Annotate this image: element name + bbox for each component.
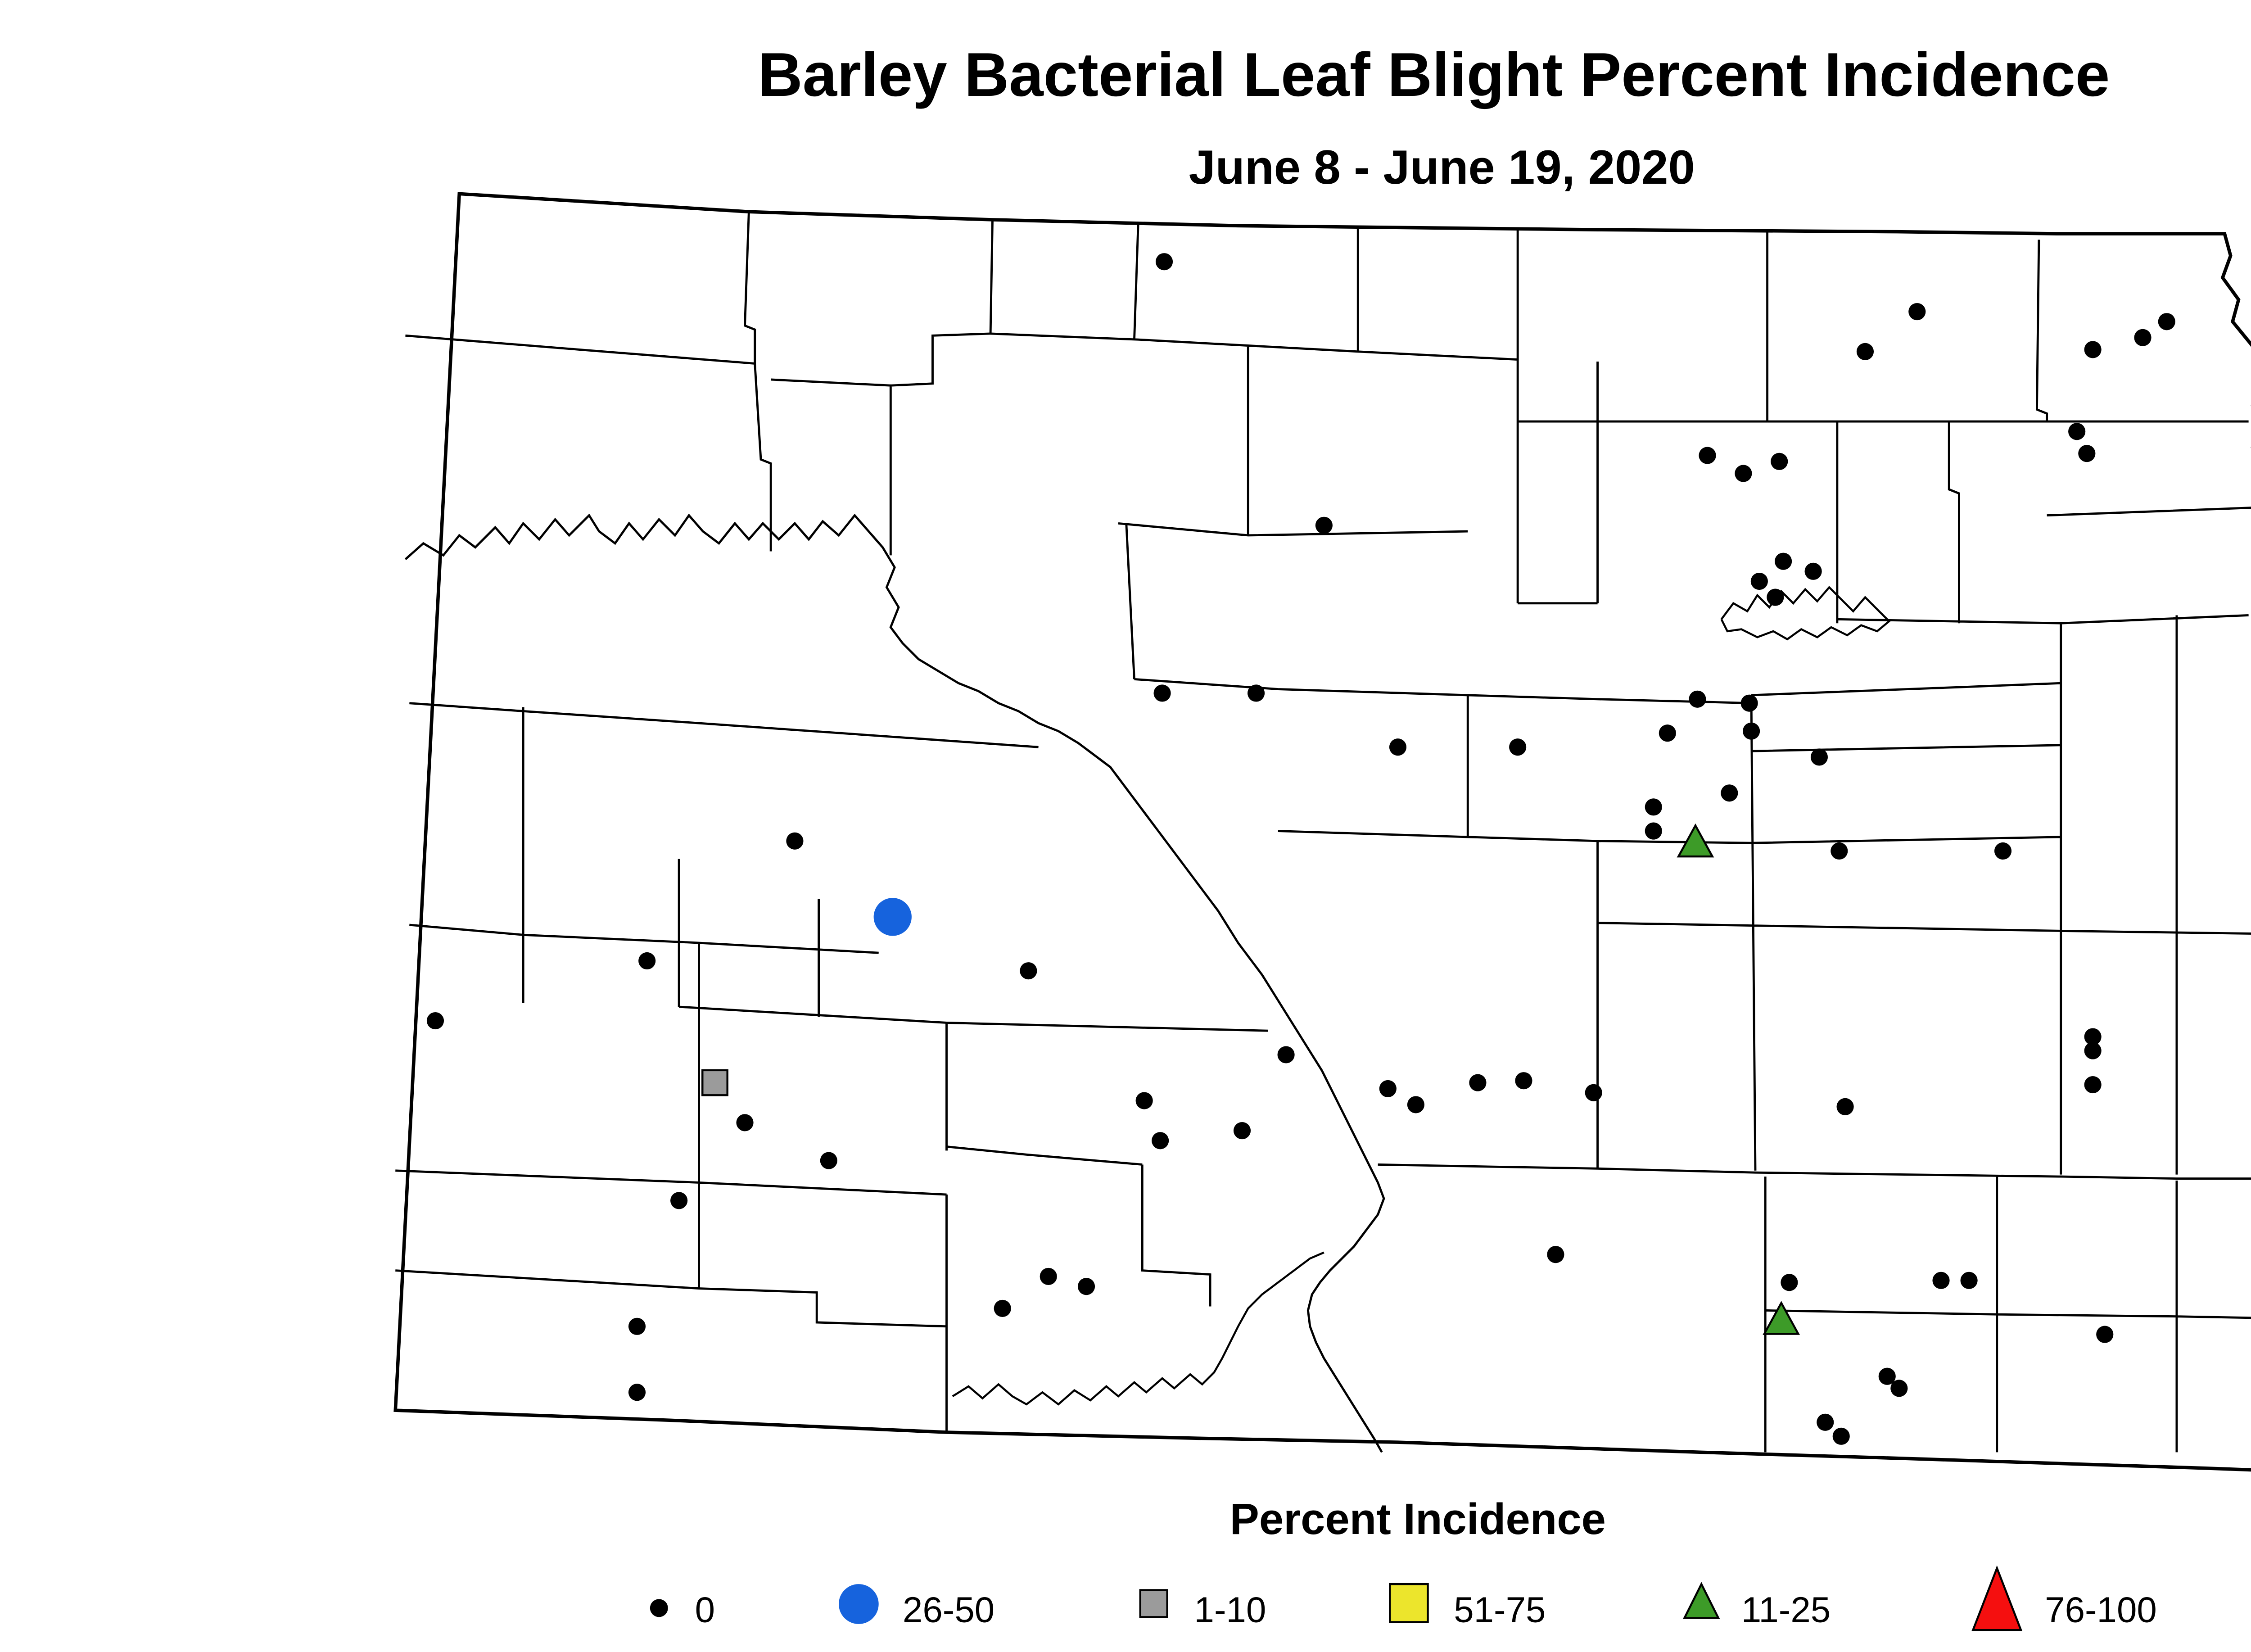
data-point-incidence-0 xyxy=(1699,447,1716,464)
data-point-incidence-0 xyxy=(736,1114,754,1132)
data-point-incidence-0 xyxy=(1645,798,1662,816)
data-point-incidence-0 xyxy=(2084,1076,2102,1094)
data-point-incidence-0 xyxy=(1750,572,1768,590)
data-point-incidence-0 xyxy=(2134,329,2152,346)
data-point-incidence-0 xyxy=(426,1012,444,1030)
data-point-incidence-0 xyxy=(1379,1080,1397,1097)
data-point-incidence-0 xyxy=(1890,1380,1908,1397)
data-point-incidence-0 xyxy=(1155,253,1173,271)
data-point-incidence-0 xyxy=(1233,1122,1251,1140)
data-point-incidence-0 xyxy=(1771,453,1788,470)
county-boundaries xyxy=(395,212,2251,1453)
north-dakota-map xyxy=(393,192,2251,1472)
legend-label-51-75: 51-75 xyxy=(1454,1589,1546,1629)
data-point-incidence-0 xyxy=(1743,722,1760,740)
legend-marker-11-25-triangle-icon xyxy=(1682,1582,1720,1619)
data-point-incidence-0 xyxy=(1804,562,1822,580)
data-point-incidence-0 xyxy=(1040,1267,1057,1285)
data-point-incidence-0 xyxy=(2084,341,2102,358)
legend-label-76-100: 76-100 xyxy=(2045,1589,2157,1629)
legend-marker-1-10-square-icon xyxy=(1139,1589,1168,1618)
data-point-incidence-0 xyxy=(2158,313,2175,330)
data-point-incidence-0 xyxy=(2068,423,2086,440)
data-point-incidence-0 xyxy=(1153,684,1171,702)
legend-label-0: 0 xyxy=(695,1589,715,1629)
data-point-incidence-0 xyxy=(786,832,804,850)
data-point-incidence-1-10 xyxy=(701,1069,728,1096)
data-point-incidence-0 xyxy=(1585,1084,1602,1101)
data-point-incidence-0 xyxy=(1135,1092,1153,1109)
devils-lake xyxy=(1720,586,1891,641)
data-point-incidence-11-25 xyxy=(1677,823,1714,858)
data-point-incidence-0 xyxy=(1781,1274,1798,1291)
data-point-incidence-0 xyxy=(1469,1074,1487,1091)
legend-marker-51-75-square-icon xyxy=(1389,1583,1429,1623)
data-point-incidence-0 xyxy=(1817,1413,1834,1431)
data-point-incidence-0 xyxy=(820,1152,837,1169)
data-point-incidence-0 xyxy=(1908,303,1926,321)
data-point-incidence-0 xyxy=(1810,748,1828,766)
legend-label-11-25: 11-25 xyxy=(1741,1589,1831,1629)
data-point-incidence-0 xyxy=(628,1384,646,1401)
data-point-incidence-0 xyxy=(1407,1096,1424,1113)
data-point-incidence-26-50 xyxy=(873,898,912,936)
data-point-incidence-0 xyxy=(1547,1246,1564,1263)
data-point-incidence-0 xyxy=(1689,690,1706,708)
data-point-incidence-0 xyxy=(1767,588,1784,606)
data-point-incidence-0 xyxy=(2078,445,2096,462)
data-point-incidence-0 xyxy=(994,1299,1011,1317)
data-point-incidence-0 xyxy=(1247,684,1265,702)
data-point-incidence-0 xyxy=(1020,962,1037,980)
data-point-incidence-0 xyxy=(638,952,656,970)
cannonball-river xyxy=(952,1251,1324,1406)
data-point-incidence-0 xyxy=(1856,343,1874,360)
data-points-layer xyxy=(426,253,2175,1445)
data-point-incidence-0 xyxy=(1077,1278,1095,1295)
data-point-incidence-0 xyxy=(1509,738,1527,756)
missouri-river xyxy=(404,513,1385,1453)
data-point-incidence-0 xyxy=(1831,842,1848,860)
data-point-incidence-0 xyxy=(2084,1028,2102,1046)
page-subtitle: June 8 - June 19, 2020 xyxy=(1189,140,1695,194)
data-point-incidence-11-25 xyxy=(1763,1301,1800,1335)
data-point-incidence-0 xyxy=(1932,1272,1950,1289)
data-point-incidence-0 xyxy=(2096,1326,2114,1343)
data-point-incidence-0 xyxy=(1740,694,1758,712)
legend-marker-26-50-circle-icon xyxy=(839,1584,879,1624)
data-point-incidence-0 xyxy=(1735,465,1752,482)
legend-title: Percent Incidence xyxy=(1230,1494,1606,1543)
data-point-incidence-0 xyxy=(1994,842,2012,860)
data-point-incidence-0 xyxy=(628,1317,646,1335)
data-point-incidence-0 xyxy=(1152,1132,1169,1150)
data-point-incidence-0 xyxy=(1960,1272,1978,1289)
legend-label-26-50: 26-50 xyxy=(903,1589,994,1629)
data-point-incidence-0 xyxy=(1878,1367,1896,1385)
legend-marker-76-100-triangle-icon xyxy=(1971,1565,2023,1631)
data-point-incidence-0 xyxy=(670,1192,688,1209)
data-point-incidence-0 xyxy=(1775,552,1792,570)
data-point-incidence-0 xyxy=(1721,784,1738,802)
data-point-incidence-0 xyxy=(1645,822,1662,840)
data-point-incidence-0 xyxy=(1659,724,1676,742)
data-point-incidence-0 xyxy=(2084,1042,2102,1059)
data-point-incidence-0 xyxy=(1832,1427,1850,1445)
data-point-incidence-0 xyxy=(1389,738,1407,756)
legend-label-1-10: 1-10 xyxy=(1194,1589,1266,1629)
legend-marker-0-dot-icon xyxy=(650,1599,668,1617)
data-point-incidence-0 xyxy=(1277,1046,1295,1064)
data-point-incidence-0 xyxy=(1836,1098,1854,1115)
data-point-incidence-0 xyxy=(1315,516,1333,534)
data-point-incidence-0 xyxy=(1515,1072,1532,1090)
page-title: Barley Bacterial Leaf Blight Percent Inc… xyxy=(758,41,2110,109)
legend: Percent Incidence 0 26-50 1-10 51-75 11-… xyxy=(650,1494,2157,1631)
